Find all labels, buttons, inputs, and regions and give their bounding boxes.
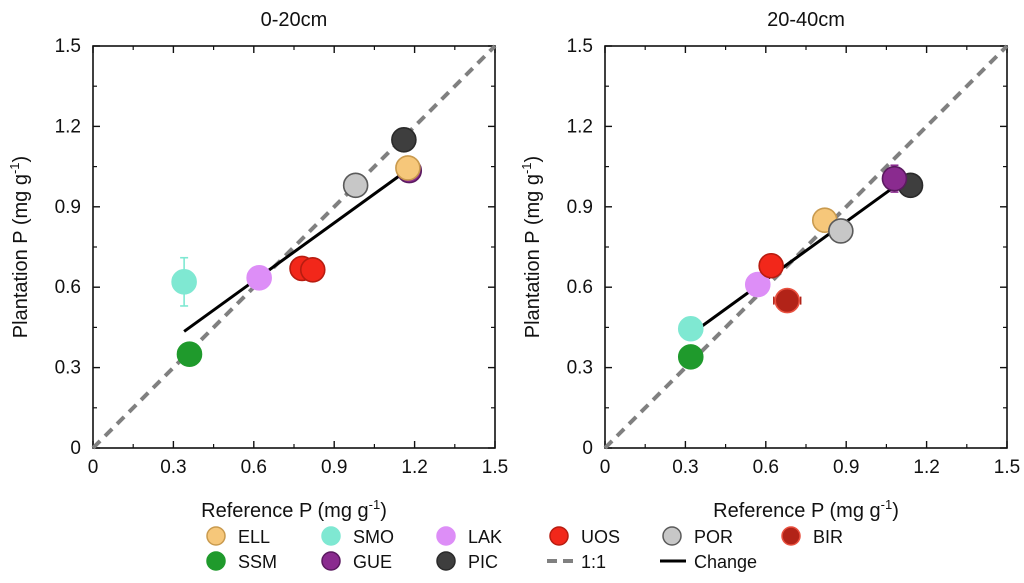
y-axis-title-close: ): [522, 156, 544, 163]
data-point-lak: [246, 265, 272, 291]
legend-marker-gue: [321, 551, 341, 571]
data-point-ell: [395, 155, 421, 181]
panel-title: 0-20cm: [261, 9, 328, 31]
data-point-bir: [774, 287, 801, 314]
x-tick-label: 1.5: [482, 457, 508, 478]
x-tick-label: 0.3: [160, 457, 186, 478]
x-tick-label: 0.3: [672, 457, 698, 478]
data-point-lak: [744, 271, 771, 298]
panel-20-40cm: 20-40cm 00 0.3 0.3 0.6 0.6 0.9 0.9 1.2 1.2 1.5 1.5 R…: [519, 9, 1020, 522]
y-tick-label: 0.3: [55, 358, 81, 379]
x-axis-title-close: ): [380, 500, 387, 522]
legend-marker-smo: [321, 526, 341, 546]
legend-label-lak: LAK: [468, 527, 502, 547]
x-axis-title: Reference P (mg g-1): [713, 497, 899, 522]
y-tick-label: 1.5: [567, 36, 593, 57]
y-tick-label: 0: [70, 438, 81, 459]
legend-marker-por: [662, 526, 682, 546]
x-axis-title-text: Reference P (mg g: [713, 500, 881, 522]
panel-0-20cm: 0-20cm 00 0.3 0.3 0.6 0.6 0.9 0.9 1.2 1.2 1.5 1.5 Re…: [7, 9, 508, 522]
x-axis-title-text: Reference P (mg g: [201, 500, 369, 522]
x-tick-label: 0.9: [321, 457, 347, 478]
x-axis-title: Reference P (mg g-1): [201, 497, 387, 522]
identity-line: [603, 44, 1009, 450]
identity-line: [91, 44, 497, 450]
legend-label-por: POR: [694, 527, 733, 547]
change-line: [684, 185, 896, 340]
legend-label-fit: Change: [694, 552, 757, 572]
legend-marker-pic: [436, 551, 456, 571]
x-axis-title-close: ): [892, 500, 899, 522]
legend-label-identity: 1:1: [581, 552, 606, 572]
y-axis-title-superscript: -1: [519, 162, 534, 174]
legend-label-ell: ELL: [238, 527, 270, 547]
legend-label-ssm: SSM: [238, 552, 277, 572]
legend-label-gue: GUE: [353, 552, 392, 572]
x-tick-label: 1.5: [994, 457, 1020, 478]
data-point-por: [828, 218, 854, 244]
legend: ELL SMO LAK UOS POR BIR SSM GUE PIC 1:1 Change: [206, 526, 843, 572]
y-tick-label: 0.9: [567, 197, 593, 218]
legend-marker-uos: [549, 526, 569, 546]
data-point-ssm: [176, 341, 203, 368]
y-tick-label: 0.3: [567, 358, 593, 379]
y-tick-label: 0.6: [55, 277, 81, 298]
legend-marker-ssm: [206, 551, 226, 571]
data-point-uos: [299, 256, 326, 283]
legend-label-pic: PIC: [468, 552, 498, 572]
x-tick-label: 1.2: [913, 457, 939, 478]
panel-title: 20-40cm: [767, 9, 845, 31]
x-tick-label: 0.6: [241, 457, 267, 478]
data-point-ssm: [677, 344, 704, 370]
x-tick-label: 0.9: [833, 457, 859, 478]
data-point-gue: [881, 165, 908, 192]
x-tick-label: 0: [88, 457, 99, 478]
y-axis-title-close: ): [10, 156, 32, 163]
legend-marker-bir: [781, 526, 801, 546]
y-tick-label: 1.5: [55, 36, 81, 57]
y-axis-title-superscript: -1: [7, 162, 22, 174]
y-axis-title-text: Plantation P (mg g: [10, 174, 32, 338]
y-axis-title: Plantation P (mg g-1): [519, 156, 544, 338]
y-tick-label: 0.6: [567, 277, 593, 298]
y-tick-label: 1.2: [567, 116, 593, 137]
x-tick-label: 1.2: [401, 457, 427, 478]
y-tick-label: 1.2: [55, 116, 81, 137]
change-line: [183, 169, 408, 333]
y-tick-label: 0.9: [55, 197, 81, 218]
legend-label-uos: UOS: [581, 527, 620, 547]
y-axis-title: Plantation P (mg g-1): [7, 156, 32, 338]
x-tick-label: 0.6: [753, 457, 779, 478]
data-point-uos: [758, 252, 784, 279]
data-point-smo: [171, 269, 197, 295]
data-point-por: [342, 172, 369, 199]
x-axis-title-superscript: -1: [369, 497, 381, 512]
legend-marker-lak: [436, 526, 456, 546]
data-point-smo: [677, 315, 704, 342]
legend-marker-ell: [206, 526, 226, 546]
x-tick-label: 0: [600, 457, 611, 478]
legend-label-smo: SMO: [353, 527, 394, 547]
y-axis-title-text: Plantation P (mg g: [522, 174, 544, 338]
legend-label-bir: BIR: [813, 527, 843, 547]
data-point-pic: [391, 127, 417, 153]
y-tick-label: 0: [582, 438, 593, 459]
x-axis-title-superscript: -1: [881, 497, 893, 512]
